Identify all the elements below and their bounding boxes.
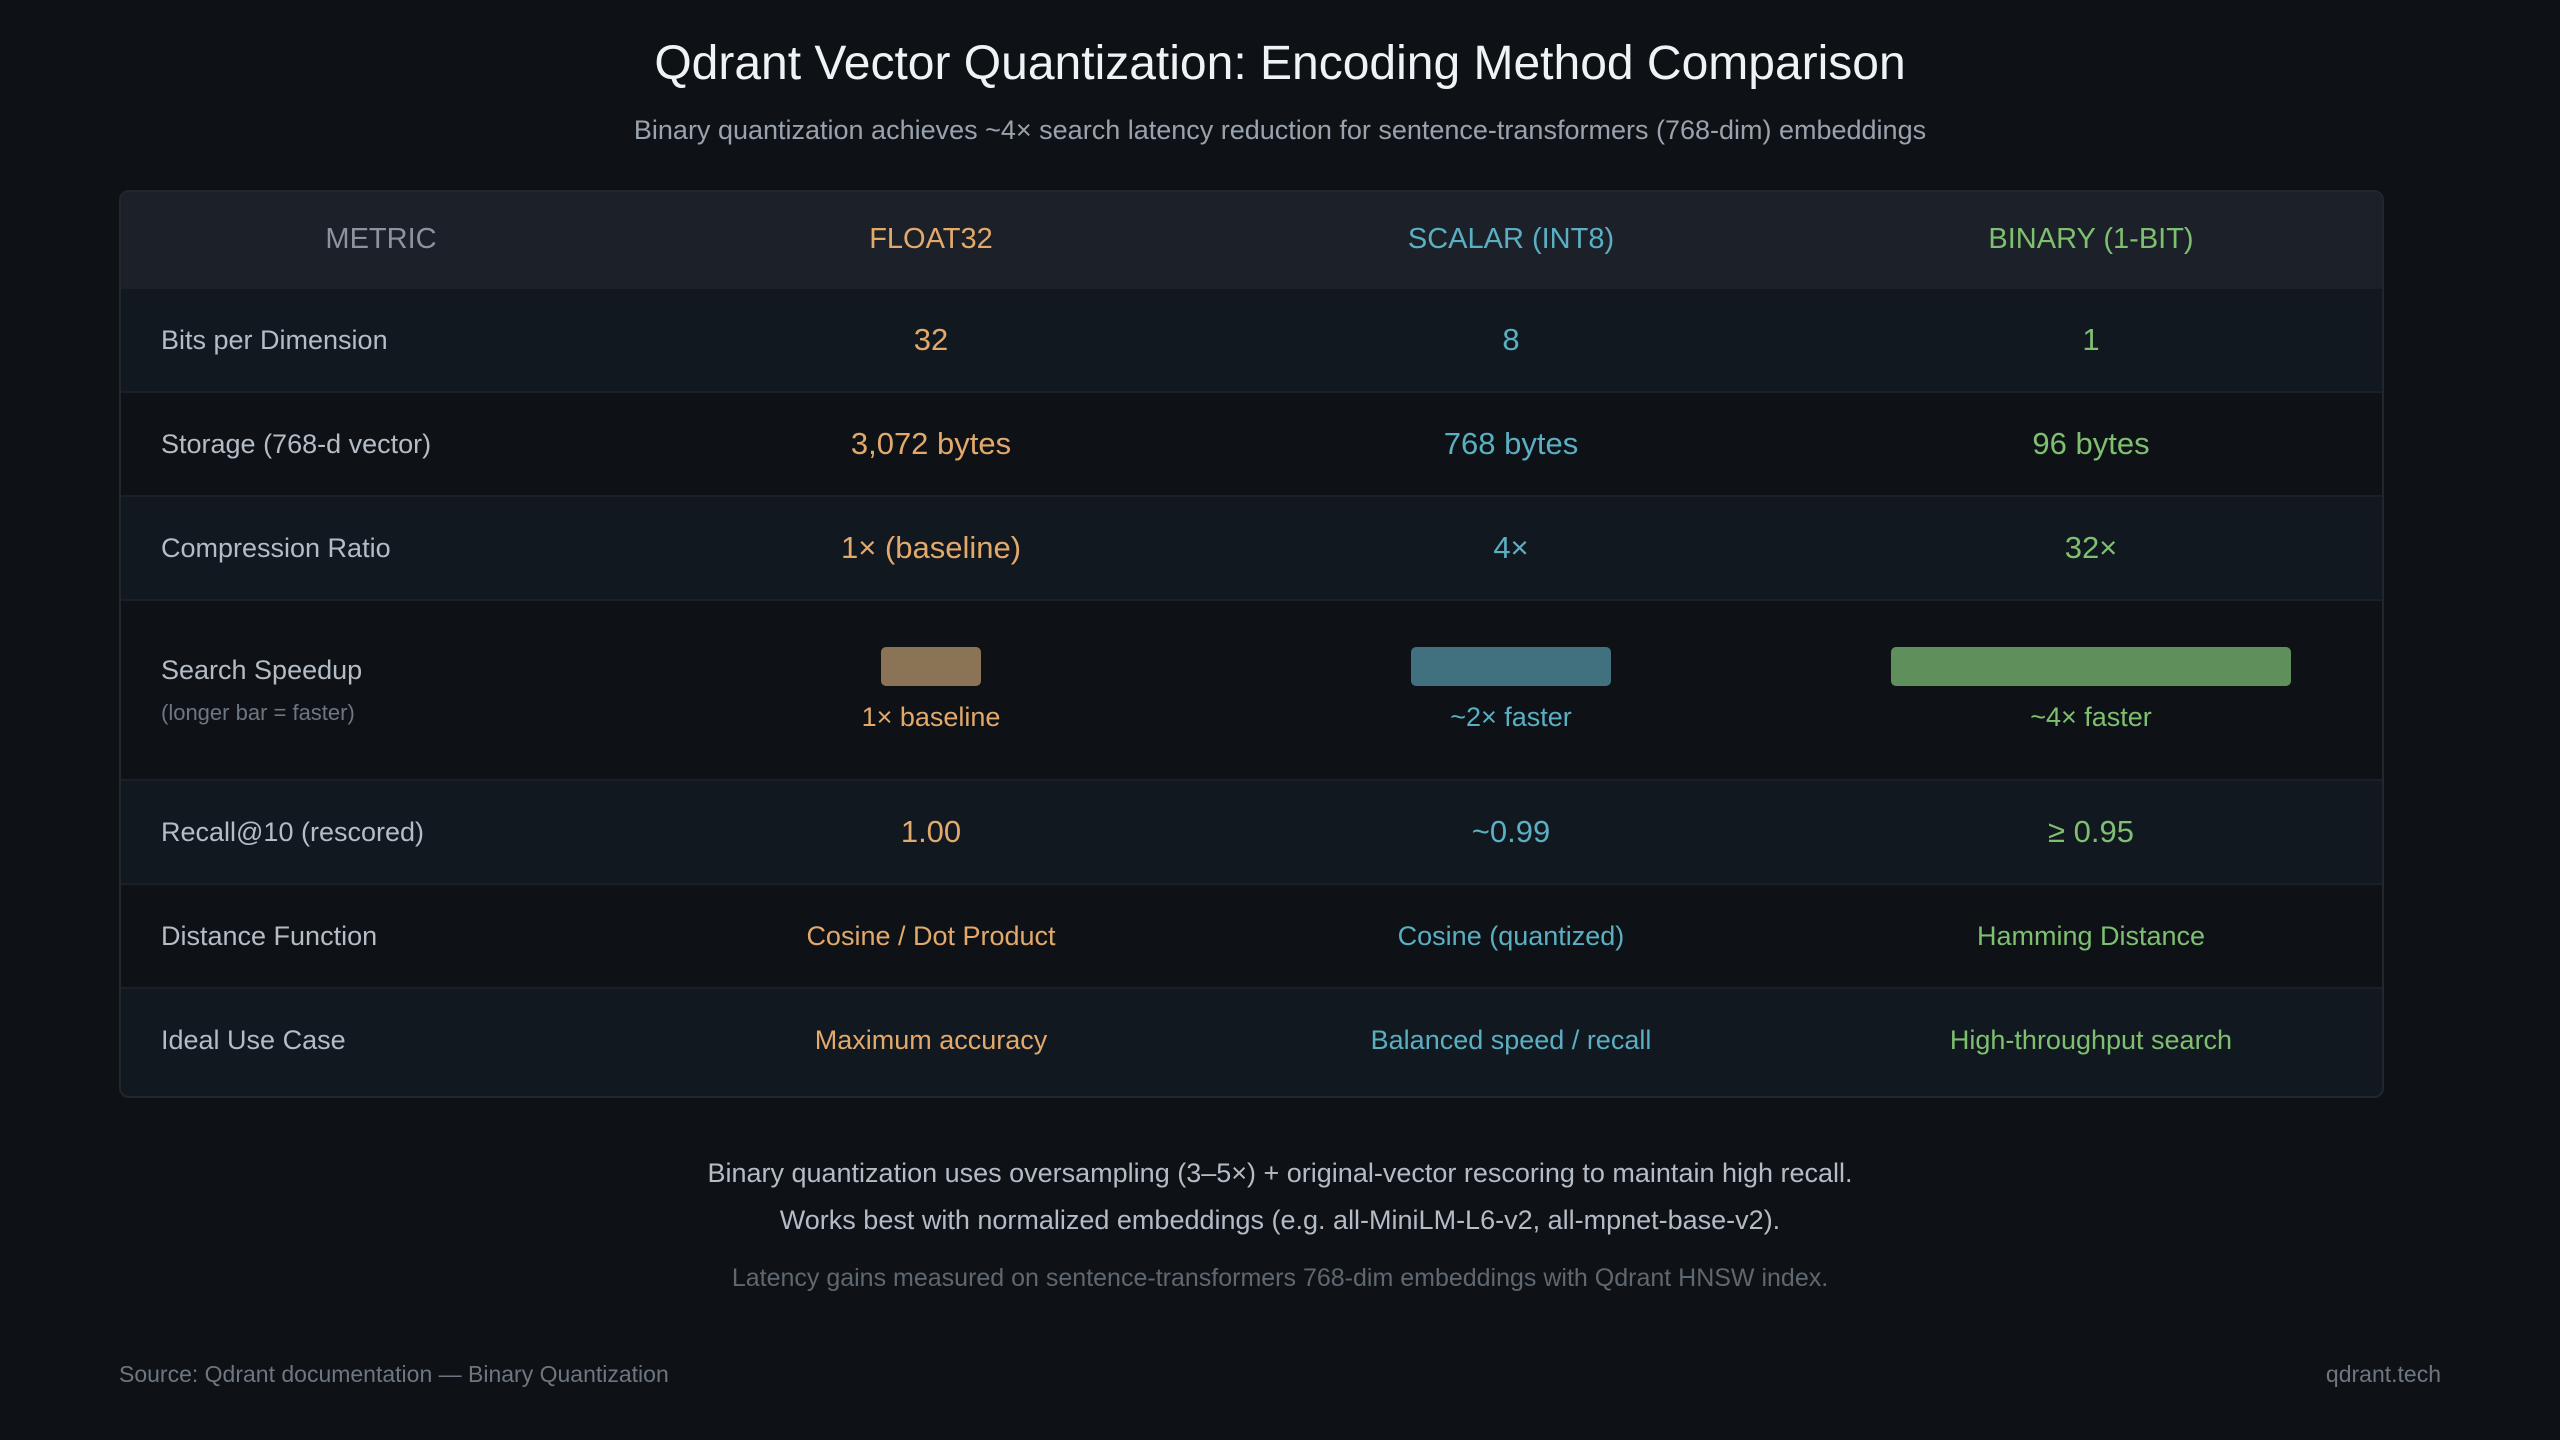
- page-title: Qdrant Vector Quantization: Encoding Met…: [654, 37, 1906, 90]
- column-header-scalar: SCALAR (INT8): [1407, 223, 1615, 255]
- float32-value: 3,072 bytes: [850, 426, 1012, 461]
- float32-value: Maximum accuracy: [814, 1025, 1048, 1055]
- binary-value: ≥ 0.95: [2048, 814, 2134, 849]
- float32-value: 1.00: [900, 814, 962, 849]
- float32-value: 32: [913, 322, 949, 357]
- table-header: METRIC FLOAT32 SCALAR (INT8) BINARY (1-B…: [121, 192, 2382, 287]
- binary-value: 96 bytes: [2032, 426, 2150, 461]
- note-normalized: Works best with normalized embeddings (e…: [779, 1205, 1781, 1235]
- scalar-value: Cosine (quantized): [1397, 920, 1625, 951]
- note-latency: Latency gains measured on sentence-trans…: [731, 1264, 1829, 1292]
- table-row: Distance Function Cosine / Dot Product C…: [121, 883, 2382, 987]
- scalar-speedup: ~2× faster: [1221, 647, 1801, 733]
- float32-value: 1× (baseline): [840, 530, 1022, 565]
- row-label-text: Search Speedup: [161, 654, 363, 685]
- table-row: Compression Ratio 1× (baseline) 4× 32×: [121, 495, 2382, 599]
- row-label: Bits per Dimension: [161, 324, 388, 355]
- binary-value: Hamming Distance: [1976, 920, 2206, 951]
- row-label: Distance Function: [161, 920, 378, 951]
- speedup-bar-binary: [1891, 647, 2291, 686]
- row-label: Ideal Use Case: [161, 1025, 346, 1055]
- table-row: Storage (768-d vector) 3,072 bytes 768 b…: [121, 391, 2382, 495]
- source-credit: Source: Qdrant documentation — Binary Qu…: [119, 1361, 669, 1387]
- row-label: Search Speedup (longer bar = faster): [121, 655, 641, 726]
- column-header-float32: FLOAT32: [869, 223, 993, 255]
- column-header-metric: METRIC: [325, 223, 437, 255]
- float32-speedup: 1× baseline: [641, 647, 1221, 733]
- row-label: Recall@10 (rescored): [161, 816, 424, 847]
- table-row: Ideal Use Case Maximum accuracy Balanced…: [121, 987, 2382, 1092]
- scalar-value: 8: [1502, 322, 1520, 357]
- comparison-table: METRIC FLOAT32 SCALAR (INT8) BINARY (1-B…: [119, 190, 2384, 1098]
- binary-value: High-throughput search: [1949, 1025, 2233, 1055]
- binary-speedup: ~4× faster: [1801, 647, 2381, 733]
- note-oversampling: Binary quantization uses oversampling (3…: [707, 1158, 1853, 1188]
- binary-value: 32×: [2064, 530, 2118, 565]
- table-row: Bits per Dimension 32 8 1: [121, 287, 2382, 391]
- site-link[interactable]: qdrant.tech: [2325, 1361, 2441, 1387]
- binary-value: 1: [2082, 322, 2100, 357]
- scalar-value: 4×: [1493, 530, 1529, 565]
- scalar-value: 768 bytes: [1443, 426, 1579, 461]
- speedup-bar-float32: [881, 647, 981, 686]
- float32-value: Cosine / Dot Product: [806, 920, 1056, 951]
- column-header-binary: BINARY (1-BIT): [1988, 223, 2194, 255]
- table-row-speedup: Search Speedup (longer bar = faster) 1× …: [121, 599, 2382, 779]
- scalar-value: ~0.99: [1471, 814, 1551, 849]
- table-row: Recall@10 (rescored) 1.00 ~0.99 ≥ 0.95: [121, 779, 2382, 883]
- page-subtitle: Binary quantization achieves ~4× search …: [633, 115, 1927, 145]
- row-sublabel: (longer bar = faster): [161, 699, 355, 725]
- row-label: Compression Ratio: [161, 532, 391, 563]
- speedup-bar-scalar: [1411, 647, 1611, 686]
- speedup-label: 1× baseline: [861, 702, 1001, 732]
- scalar-value: Balanced speed / recall: [1370, 1025, 1652, 1055]
- speedup-label: ~2× faster: [1450, 702, 1572, 732]
- row-label: Storage (768-d vector): [161, 428, 432, 459]
- speedup-label: ~4× faster: [2030, 702, 2152, 732]
